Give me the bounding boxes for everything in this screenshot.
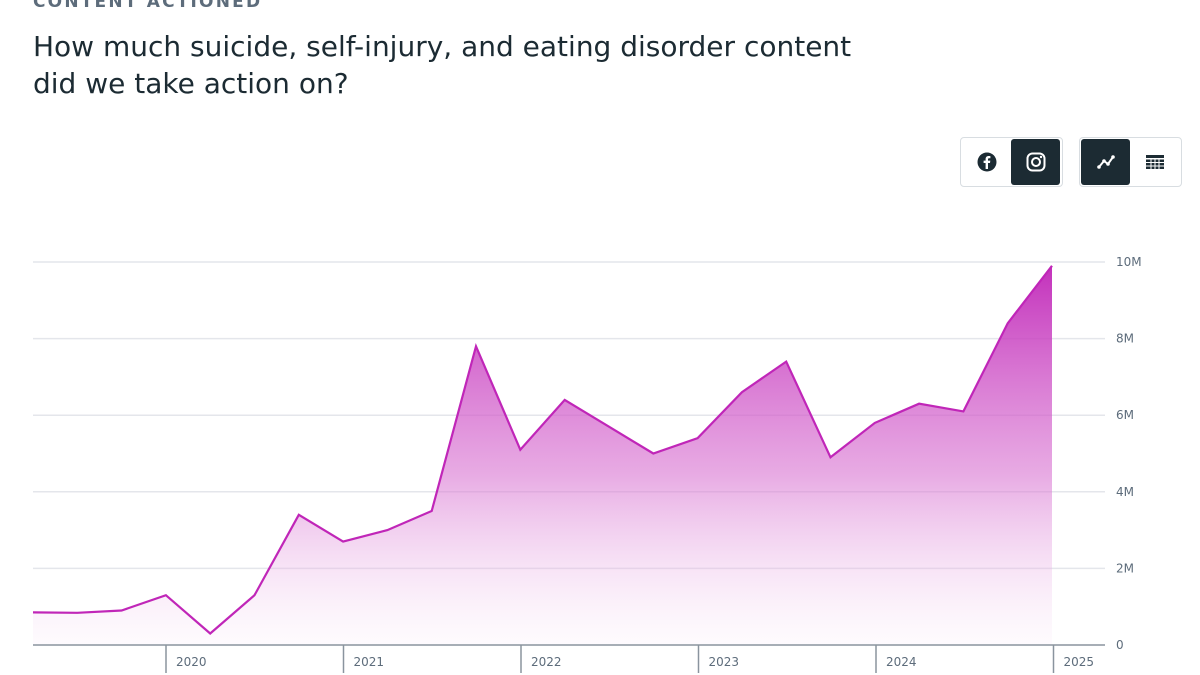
y-tick-label: 8M: [1116, 332, 1134, 346]
series-line: [32, 265, 1053, 635]
x-tick-label: 2025: [1064, 655, 1095, 669]
view-toggle: [1079, 137, 1182, 187]
table-icon: [1145, 155, 1164, 169]
section-label: CONTENT ACTIONED: [33, 0, 263, 12]
platform-toggle: [960, 137, 1063, 187]
x-tick-label: 2020: [176, 655, 207, 669]
x-tick-label: 2022: [531, 655, 562, 669]
x-tick-label: 2021: [354, 655, 385, 669]
x-tick-label: 2023: [709, 655, 740, 669]
page-title: How much suicide, self-injury, and eatin…: [33, 30, 852, 100]
y-tick-label: 10M: [1116, 255, 1142, 269]
line-chart-icon: [1096, 155, 1115, 169]
y-tick-label: 0: [1116, 638, 1124, 652]
facebook-icon: [977, 152, 996, 172]
y-tick-label: 6M: [1116, 408, 1134, 422]
chart-view-button[interactable]: [1081, 139, 1130, 185]
instagram-icon: [1026, 152, 1045, 172]
table-view-button[interactable]: [1130, 139, 1179, 185]
facebook-button[interactable]: [962, 139, 1011, 185]
instagram-button[interactable]: [1011, 139, 1060, 185]
y-tick-label: 2M: [1116, 561, 1134, 575]
series-area: [33, 265, 1052, 645]
x-tick-label: 2024: [886, 655, 917, 669]
y-tick-label: 4M: [1116, 485, 1134, 499]
